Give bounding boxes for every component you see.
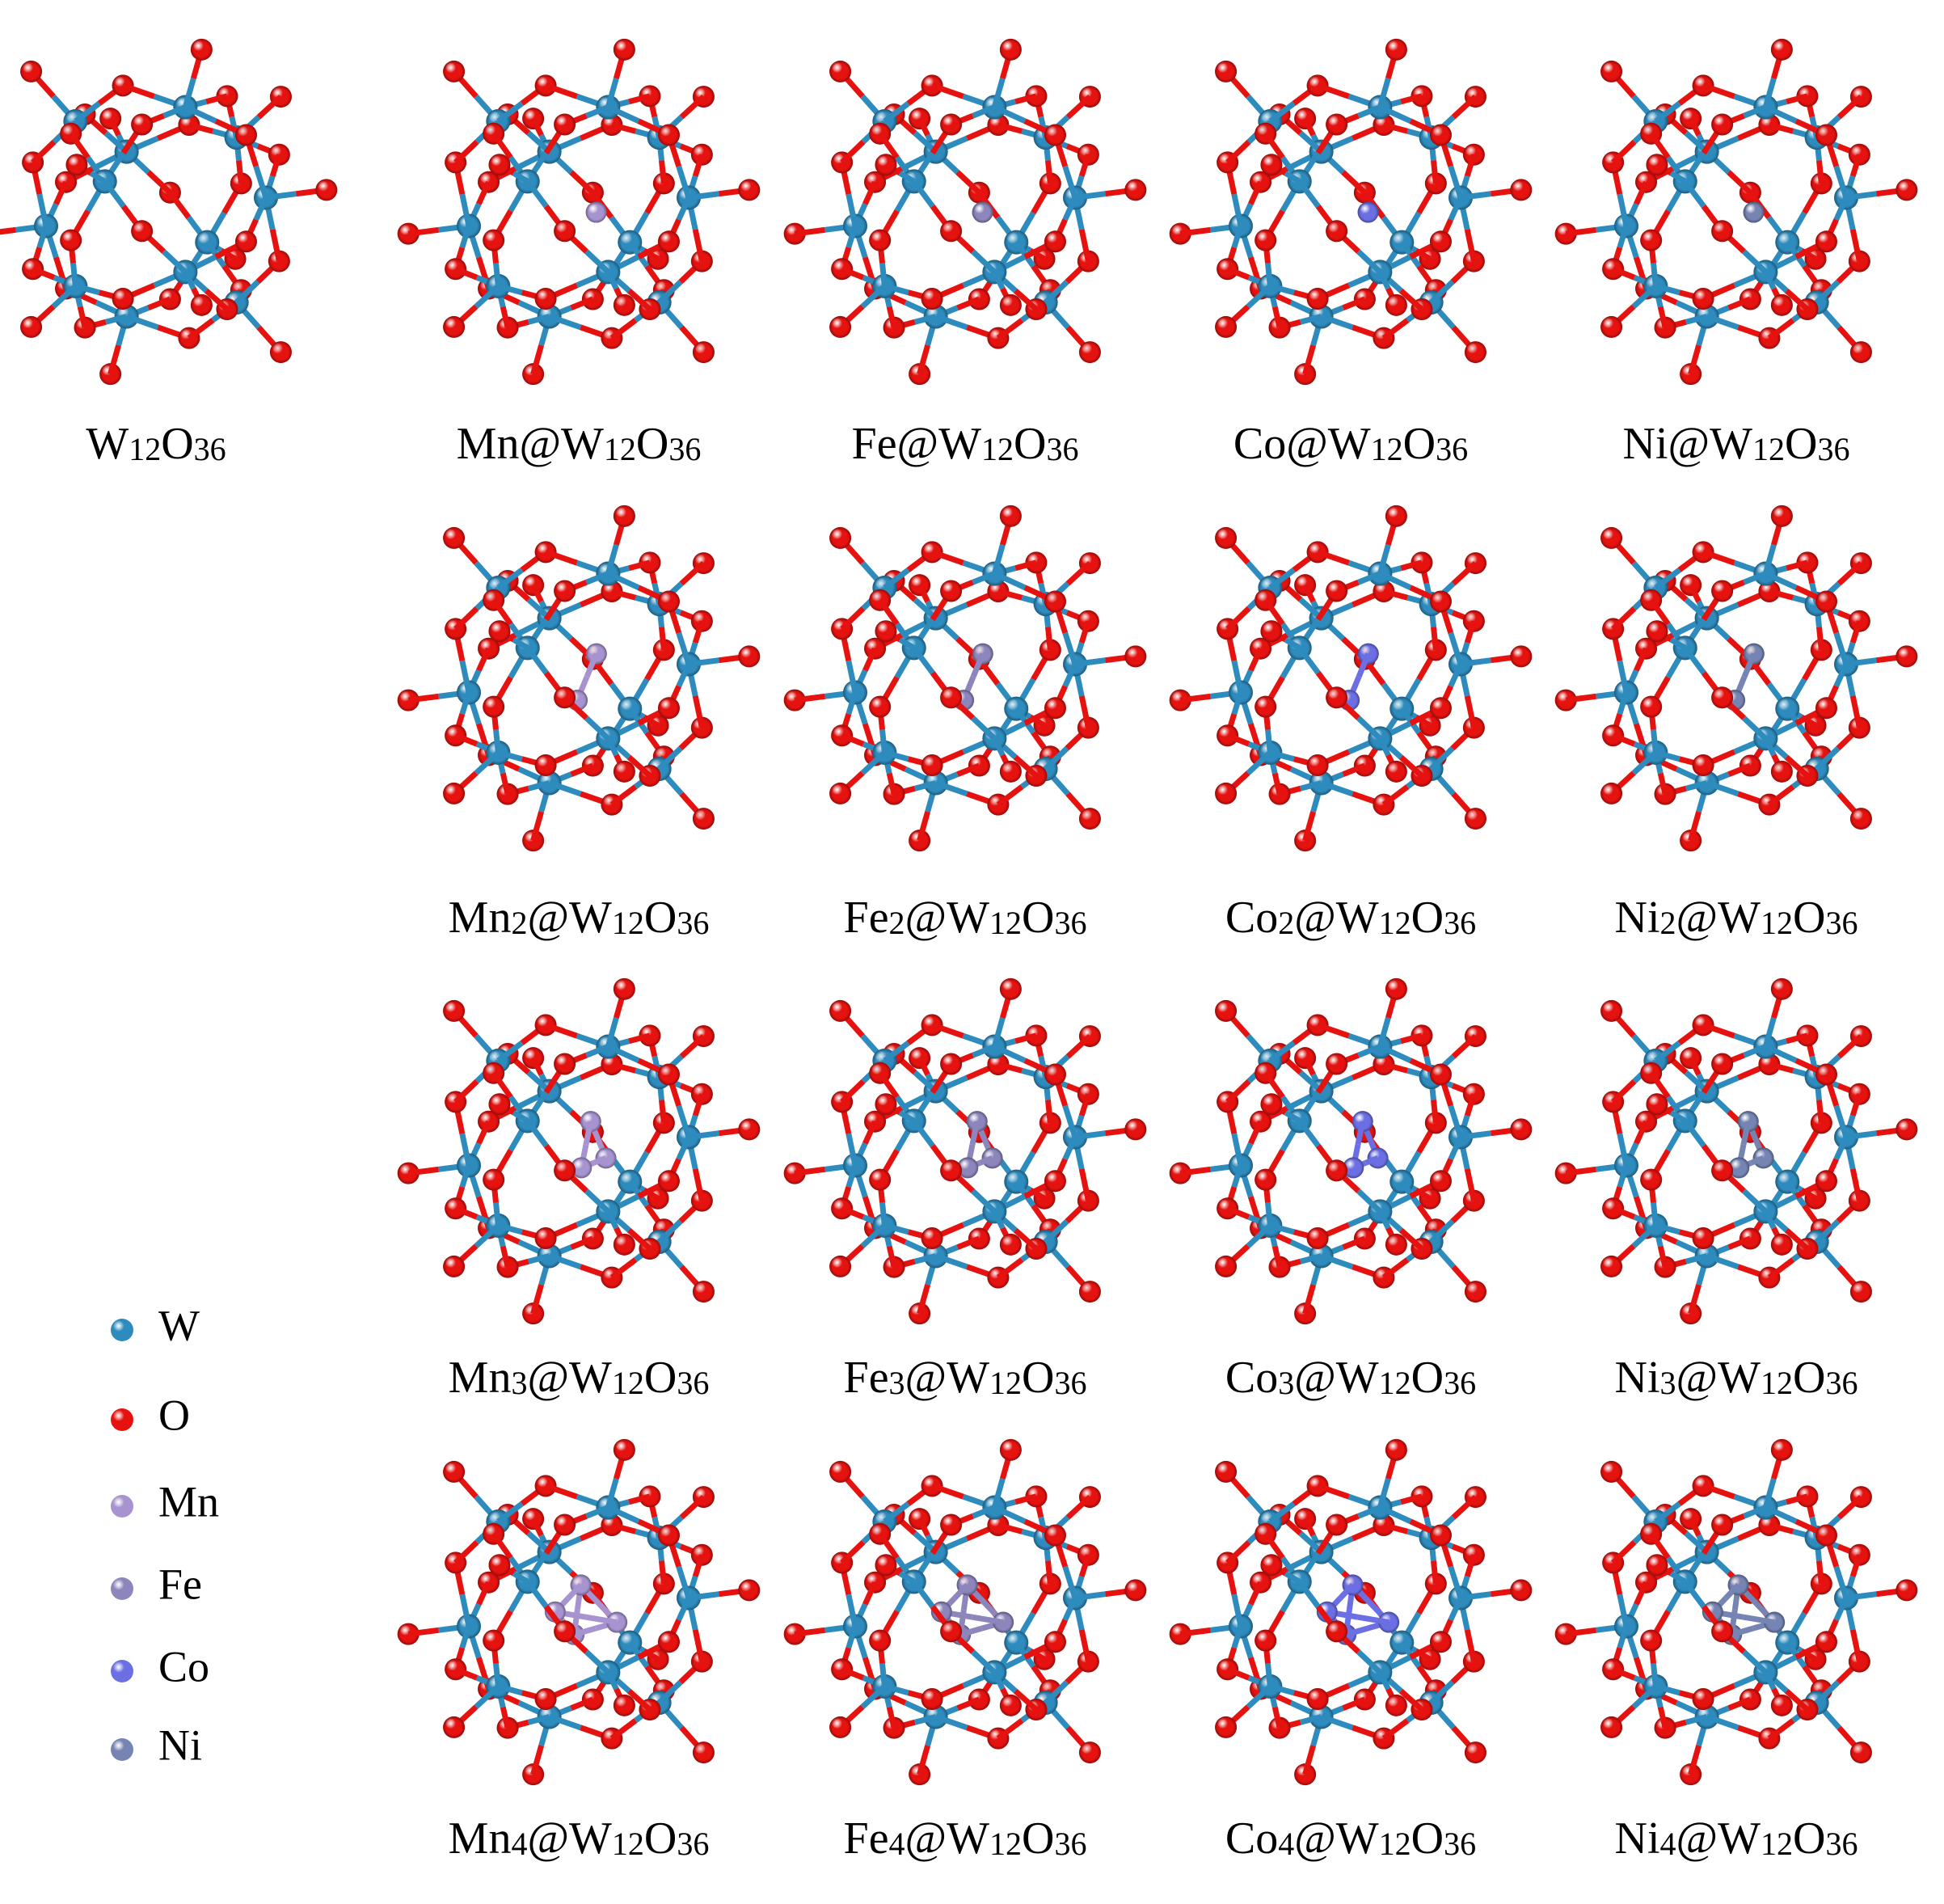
cluster-structure [397, 1438, 761, 1786]
structure-label: Ni4@W12O36 [1615, 1813, 1858, 1864]
legend-label: Ni [158, 1720, 202, 1769]
cluster-structure [783, 977, 1147, 1325]
structure-label: Ni@W12O36 [1623, 419, 1850, 469]
structure-label: Mn@W12O36 [457, 419, 702, 469]
cluster-structure [783, 504, 1147, 852]
legend-label: Mn [158, 1477, 219, 1526]
cluster-structure [1554, 504, 1918, 852]
structure-label: Fe@W12O36 [852, 419, 1079, 469]
cluster-structure [397, 38, 761, 386]
legend-swatch [111, 1319, 133, 1341]
cluster-structure [1169, 38, 1533, 386]
cluster-structure [397, 977, 761, 1325]
structure-label: Fe4@W12O36 [844, 1813, 1087, 1864]
cluster-structure [0, 38, 338, 386]
legend-label: Fe [158, 1560, 202, 1608]
cluster-structure [1169, 1438, 1533, 1786]
structure-label: Mn3@W12O36 [449, 1353, 710, 1403]
structure-label: Co2@W12O36 [1225, 893, 1476, 943]
cluster-structure [397, 504, 761, 852]
legend-swatch [111, 1660, 133, 1682]
structure-label: Fe2@W12O36 [844, 893, 1087, 943]
cluster-structure [1554, 38, 1918, 386]
cluster-structure [1554, 977, 1918, 1325]
legend-label: Co [158, 1642, 209, 1691]
structure-label: Mn2@W12O36 [449, 893, 710, 943]
legend-swatch [111, 1577, 133, 1600]
structure-label: Ni3@W12O36 [1615, 1353, 1858, 1403]
legend-swatch [111, 1738, 133, 1761]
cluster-structure [1169, 977, 1533, 1325]
legend-label: W [158, 1301, 200, 1349]
cluster-structure [783, 1438, 1147, 1786]
structure-label: Co@W12O36 [1233, 419, 1468, 469]
cluster-structure [1554, 1438, 1918, 1786]
structure-label: W12O36 [86, 419, 226, 469]
structure-label: Fe3@W12O36 [844, 1353, 1087, 1403]
structure-label: Co3@W12O36 [1225, 1353, 1476, 1403]
legend-swatch [111, 1495, 133, 1518]
structure-label: Co4@W12O36 [1225, 1813, 1476, 1864]
cluster-structure [783, 38, 1147, 386]
legend-label: O [158, 1391, 190, 1439]
cluster-structure [1169, 504, 1533, 852]
structure-label: Mn4@W12O36 [449, 1813, 710, 1864]
structure-label: Ni2@W12O36 [1615, 893, 1858, 943]
legend-swatch [111, 1408, 133, 1431]
